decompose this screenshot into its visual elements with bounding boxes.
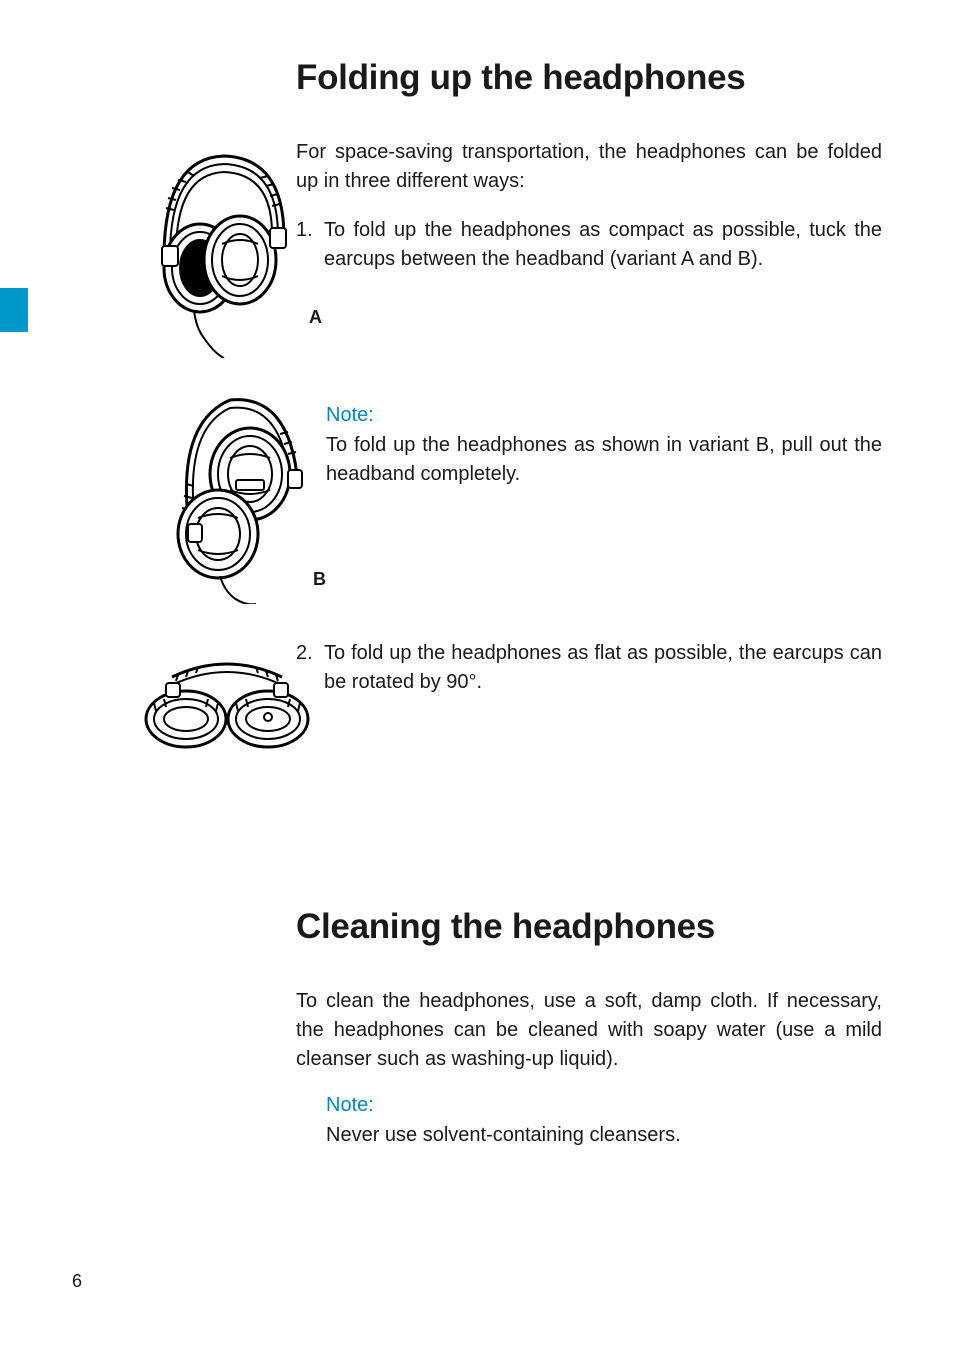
cleaning-paragraph: To clean the headphones, use a soft, dam… [296, 987, 882, 1074]
item-text: To fold up the headphones as compact as … [324, 216, 882, 274]
illustration-label-a: A [309, 307, 322, 328]
note-text: To fold up the headphones as shown in va… [326, 431, 882, 489]
note-block-1: Note: To fold up the headphones as shown… [326, 404, 882, 489]
heading-folding: Folding up the headphones [296, 58, 882, 98]
illustration-variant-b: B [160, 384, 310, 604]
list-item-1: 1. To fold up the headphones as compact … [296, 216, 882, 274]
note-text: Never use solvent-containing cleansers. [326, 1121, 882, 1150]
illustration-flat-fold [132, 639, 322, 769]
note-label: Note: [326, 404, 882, 427]
note-label: Note: [326, 1094, 882, 1117]
item-text: To fold up the headphones as flat as pos… [324, 639, 882, 697]
note-block-2: Note: Never use solvent-containing clean… [326, 1094, 882, 1150]
illustration-variant-a: A [144, 138, 304, 358]
list-item-2: 2. To fold up the headphones as flat as … [296, 639, 882, 697]
illustration-label-b: B [313, 569, 326, 590]
page-number: 6 [72, 1271, 82, 1292]
intro-paragraph: For space-saving transportation, the hea… [296, 138, 882, 196]
heading-cleaning: Cleaning the headphones [296, 907, 882, 947]
